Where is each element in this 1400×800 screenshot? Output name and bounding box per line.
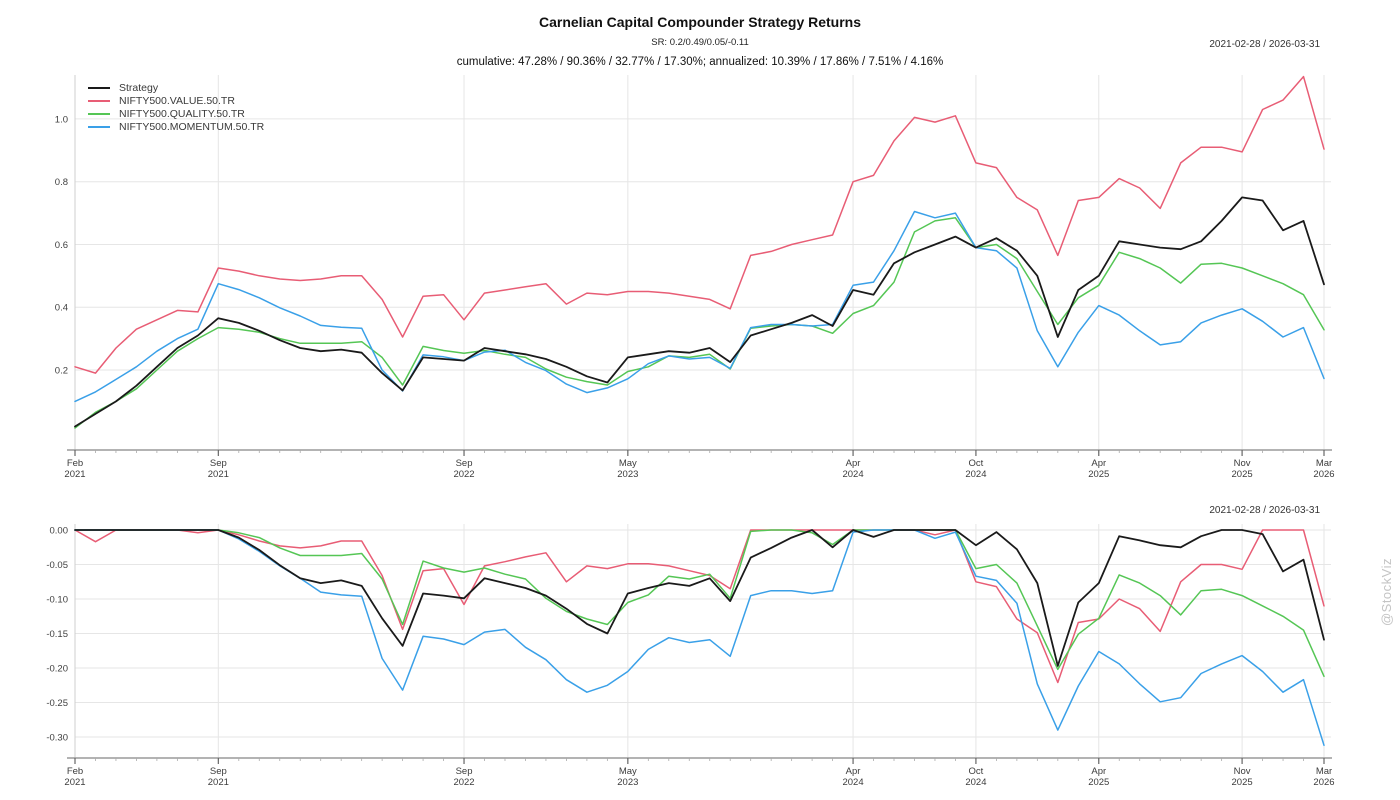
legend-item-strategy: Strategy [88,81,264,94]
x-axis-tick-year: 2021 [64,469,85,480]
page-title: Carnelian Capital Compounder Strategy Re… [538,14,862,30]
x-axis-tick-month: Oct [969,766,984,777]
x-axis-tick-year: 2023 [617,777,638,788]
sharpe-ratio-line: SR: 0.2/0.49/0.05/-0.11 [651,37,749,48]
y-axis-tick-label: 0.4 [55,303,68,314]
legend-label: NIFTY500.VALUE.50.TR [119,94,235,107]
legend-item-momentum: NIFTY500.MOMENTUM.50.TR [88,120,264,133]
x-axis-tick-month: May [619,458,637,469]
date-range-top: 2021-02-28 / 2026-03-31 [1209,39,1320,50]
series-line-nifty500-quality-50-tr [74,217,1325,429]
x-axis-tick-year: 2026 [1313,777,1334,788]
watermark: @StockViz [1379,558,1394,627]
x-axis-tick-month: Nov [1234,458,1251,469]
x-axis-tick-year: 2025 [1088,777,1109,788]
x-axis-tick-month: Apr [1091,458,1106,469]
x-axis-tick-month: Apr [1091,766,1106,777]
x-axis-tick-month: Sep [456,766,473,777]
x-axis-tick-month: Mar [1316,766,1332,777]
date-range-bottom: 2021-02-28 / 2026-03-31 [1209,505,1320,516]
y-axis-tick-label: -0.10 [46,595,68,606]
y-axis-tick-label: 1.0 [55,114,68,125]
legend-line-swatch [88,112,110,115]
x-axis-tick-year: 2026 [1313,469,1334,480]
y-axis-tick-label: 0.2 [55,365,68,376]
x-axis-tick-month: May [619,766,637,777]
x-axis-tick-year: 2021 [64,777,85,788]
legend: Strategy NIFTY500.VALUE.50.TR NIFTY500.Q… [88,81,264,133]
series-line-nifty500-quality-50-tr [74,529,1325,678]
chart-cumulative-returns: 0.20.40.60.81.0Feb2021Sep2021Sep2022May2… [55,75,1335,480]
legend-item-value: NIFTY500.VALUE.50.TR [88,94,264,107]
legend-label: NIFTY500.MOMENTUM.50.TR [119,120,265,133]
x-axis-tick-month: Feb [67,766,83,777]
x-axis-tick-year: 2024 [842,777,863,788]
x-axis-tick-month: Feb [67,458,83,469]
x-axis-tick-year: 2023 [617,469,638,480]
legend-label: NIFTY500.QUALITY.50.TR [119,107,245,120]
series-line-strategy [74,196,1325,428]
x-axis-tick-month: Sep [210,458,227,469]
y-axis-tick-label: -0.20 [46,664,68,675]
x-axis-tick-month: Apr [846,766,861,777]
series-line-nifty500-momentum-50-tr [74,210,1325,403]
series-line-nifty500-value-50-tr [74,75,1325,374]
x-axis-tick-month: Sep [210,766,227,777]
x-axis-tick-year: 2022 [453,469,474,480]
legend-line-swatch [88,99,110,102]
series-line-nifty500-value-50-tr [74,529,1325,684]
series-line-nifty500-momentum-50-tr [74,529,1325,747]
series-line-strategy [74,529,1325,667]
x-axis-tick-month: Nov [1234,766,1251,777]
y-axis-tick-label: -0.30 [46,733,68,744]
y-axis-tick-label: -0.05 [46,560,68,571]
x-axis-tick-month: Sep [456,458,473,469]
x-axis-tick-year: 2024 [842,469,863,480]
x-axis-tick-month: Apr [846,458,861,469]
y-axis-tick-label: 0.00 [50,526,69,537]
x-axis-tick-year: 2021 [208,469,229,480]
y-axis-tick-label: -0.15 [46,629,68,640]
y-axis-tick-label: 0.8 [55,177,68,188]
y-axis-tick-label: 0.6 [55,240,68,251]
x-axis-tick-month: Mar [1316,458,1332,469]
legend-item-quality: NIFTY500.QUALITY.50.TR [88,107,264,120]
cumulative-annualized-stats: cumulative: 47.28% / 90.36% / 32.77% / 1… [456,56,944,68]
y-axis-tick-label: -0.25 [46,698,68,709]
chart-drawdowns: 0.00-0.05-0.10-0.15-0.20-0.25-0.30Feb202… [46,524,1335,788]
x-axis-tick-year: 2024 [965,777,986,788]
x-axis-tick-year: 2025 [1232,469,1253,480]
x-axis-tick-year: 2025 [1232,777,1253,788]
x-axis-tick-year: 2025 [1088,469,1109,480]
x-axis-tick-month: Oct [969,458,984,469]
legend-line-swatch [88,86,110,89]
x-axis-tick-year: 2022 [453,777,474,788]
x-axis-tick-year: 2021 [208,777,229,788]
legend-line-swatch [88,125,110,128]
legend-label: Strategy [119,81,159,94]
x-axis-tick-year: 2024 [965,469,986,480]
